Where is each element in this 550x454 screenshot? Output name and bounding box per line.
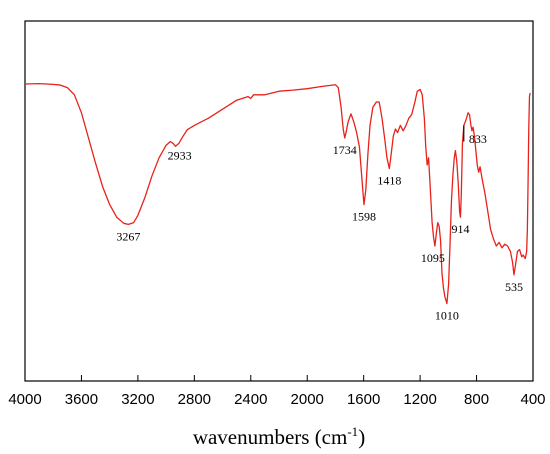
- x-tick-label: 2000: [291, 391, 324, 408]
- x-tick-label: 3200: [121, 391, 154, 408]
- x-axis-title: wavenumbers (cm-1): [193, 424, 365, 449]
- peak-label: 914: [451, 222, 469, 236]
- x-tick-label: 3600: [65, 391, 98, 408]
- x-tick-label: 1600: [347, 391, 380, 408]
- x-tick-label: 1200: [403, 391, 436, 408]
- peak-label: 833: [469, 132, 487, 146]
- peak-label: 535: [505, 280, 523, 294]
- x-tick-label: 2400: [234, 391, 267, 408]
- x-tick-label: 800: [464, 391, 489, 408]
- peak-annotations: 3267 2933 1734 1598 1418 1095 1010 914 833 535: [116, 125, 523, 323]
- spectrum-line: [24, 82, 531, 305]
- peak-label: 1010: [435, 309, 459, 323]
- peak-label: 3267: [116, 229, 140, 243]
- x-tick-label: 400: [520, 391, 545, 408]
- peak-label: 1095: [421, 251, 445, 265]
- x-tick-label: 4000: [8, 391, 41, 408]
- peak-label: 1418: [377, 174, 401, 188]
- plot-area: [24, 82, 531, 305]
- x-tick-label: 2800: [178, 391, 211, 408]
- peak-label: 2933: [168, 148, 192, 162]
- plot-frame: [24, 20, 534, 382]
- peak-label: 1598: [352, 210, 376, 224]
- peak-label: 1734: [333, 143, 357, 157]
- x-axis-ticks: 4000 3600 3200 2800 2400 2000 1600 1200 800 400: [8, 375, 546, 408]
